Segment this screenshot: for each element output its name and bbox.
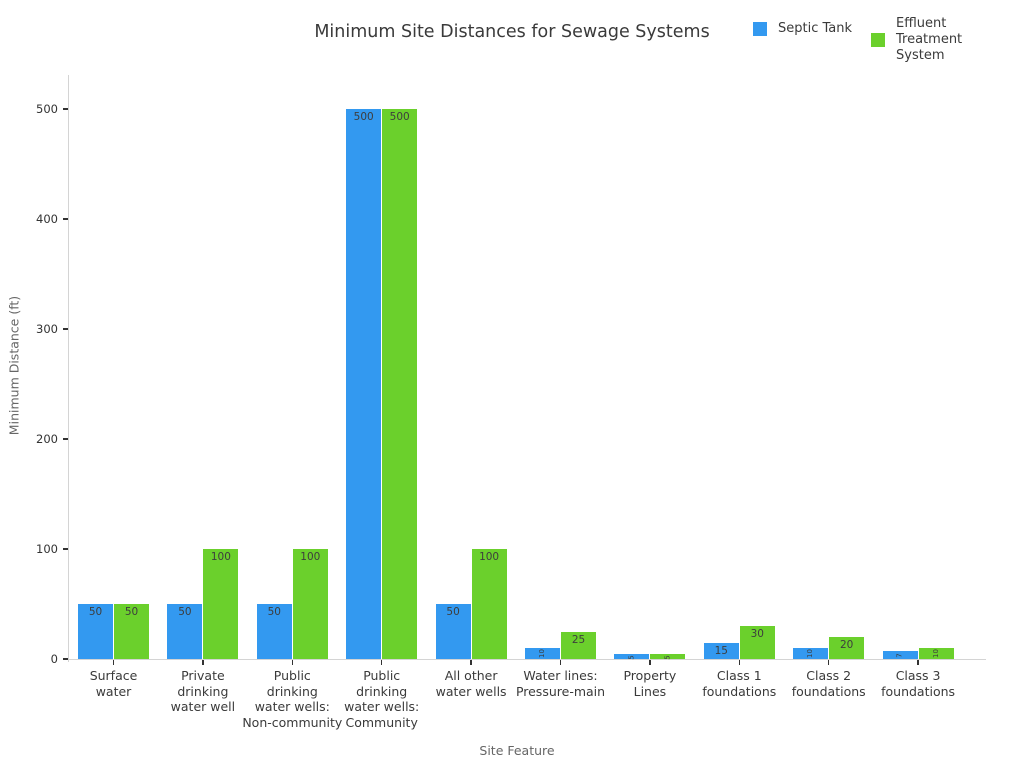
- legend-item-septic-tank: Septic Tank: [753, 21, 852, 37]
- y-tick: [63, 108, 68, 110]
- bar-value-label: 10: [931, 649, 940, 658]
- bar-value-label: 15: [714, 644, 728, 657]
- bar-septic-tank: 50: [256, 604, 292, 659]
- x-tick-label: All other water wells: [435, 668, 507, 699]
- x-tick-label: Class 1 foundations: [702, 668, 777, 699]
- y-tick-label: 300: [36, 322, 58, 336]
- x-tick: [112, 660, 115, 665]
- bar-septic-tank: 50: [167, 604, 203, 659]
- x-axis-spine: [68, 659, 986, 660]
- bar-value-label: 50: [267, 606, 281, 618]
- y-tick-label: 500: [36, 102, 58, 116]
- bar-septic-tank: 50: [435, 604, 471, 659]
- bar-septic-tank: 50: [78, 604, 113, 659]
- x-tick: [470, 660, 472, 665]
- bar-value-label: 5: [663, 654, 672, 660]
- bar-value-label: 100: [300, 551, 321, 563]
- bar-value-label: 20: [840, 639, 854, 651]
- x-tick: [828, 660, 830, 665]
- x-tick-label: Surface water: [89, 668, 138, 699]
- bar-effluent-treatment-system: 100: [292, 549, 328, 659]
- y-tick: [63, 658, 68, 660]
- bar-effluent-treatment-system: 100: [471, 549, 507, 659]
- x-tick-label: Property Lines: [623, 668, 677, 699]
- x-tick: [649, 660, 651, 665]
- y-tick-label: 0: [50, 652, 58, 666]
- bar-value-label: 100: [479, 551, 500, 563]
- bar-value-label: 10: [537, 649, 546, 658]
- bar-value-label: 25: [571, 633, 586, 646]
- y-tick: [63, 328, 68, 330]
- bar-septic-tank: 15: [703, 642, 739, 659]
- bar-effluent-treatment-system: 50: [114, 604, 149, 659]
- bar-septic-tank: 5: [614, 653, 650, 660]
- x-axis-title: Site Feature: [479, 743, 555, 758]
- x-tick: [917, 660, 919, 665]
- bar-effluent-treatment-system: 30: [739, 626, 775, 659]
- bar-value-label: 10: [806, 649, 815, 658]
- bar-value-label: 500: [389, 111, 410, 123]
- bar-value-label: 50: [124, 606, 139, 618]
- x-tick: [559, 660, 562, 665]
- chart-title: Minimum Site Distances for Sewage System…: [314, 22, 710, 42]
- x-tick-label: Public drinking water wells: Non-communi…: [242, 668, 343, 730]
- bar-effluent-treatment-system: 10: [918, 648, 954, 659]
- bar-effluent-treatment-system: 500: [382, 109, 418, 659]
- x-tick: [291, 660, 293, 665]
- y-tick: [63, 218, 68, 220]
- y-tick: [63, 548, 68, 550]
- bar-effluent-treatment-system: 100: [203, 549, 239, 659]
- bar-value-label: 5: [627, 654, 636, 660]
- x-tick-label: Class 3 foundations: [881, 668, 956, 699]
- bar-septic-tank: 10: [793, 648, 829, 659]
- bar-effluent-treatment-system: 20: [829, 637, 865, 659]
- x-tick: [202, 660, 204, 665]
- legend-label: Septic Tank: [778, 21, 853, 36]
- y-tick-label: 100: [36, 542, 58, 556]
- bar-effluent-treatment-system: 25: [561, 631, 596, 659]
- legend-label: Effluent Treatment System: [896, 16, 963, 63]
- y-tick: [63, 438, 68, 440]
- y-tick-label: 200: [36, 432, 58, 446]
- bar-value-label: 50: [446, 606, 460, 618]
- x-tick: [738, 660, 740, 665]
- bar-septic-tank: 500: [346, 109, 382, 659]
- bar-value-label: 50: [88, 606, 103, 618]
- y-axis-title: Minimum Distance (ft): [6, 295, 22, 436]
- y-tick-label: 400: [36, 212, 58, 226]
- legend-swatch-septic-tank: [753, 22, 767, 36]
- legend-swatch-effluent-treatment-system: [871, 33, 885, 47]
- bar-value-label: 500: [353, 111, 374, 123]
- x-tick-label: Private drinking water well: [170, 668, 236, 714]
- legend-item-effluent-treatment-system: Effluent Treatment System: [871, 16, 962, 64]
- bar-septic-tank: 7: [882, 651, 918, 659]
- x-tick: [381, 660, 383, 665]
- bar-value-label: 30: [750, 628, 764, 640]
- bar-value-label: 100: [210, 551, 231, 563]
- y-axis-spine: [68, 75, 69, 662]
- x-tick-label: Water lines: Pressure-main: [515, 668, 606, 699]
- x-tick-label: Class 2 foundations: [791, 668, 866, 699]
- bar-value-label: 50: [178, 606, 192, 618]
- bar-value-label: 7: [895, 652, 904, 658]
- bar-septic-tank: 10: [525, 648, 560, 659]
- bar-effluent-treatment-system: 5: [650, 653, 686, 660]
- x-tick-label: Public drinking water wells: Community: [344, 668, 420, 730]
